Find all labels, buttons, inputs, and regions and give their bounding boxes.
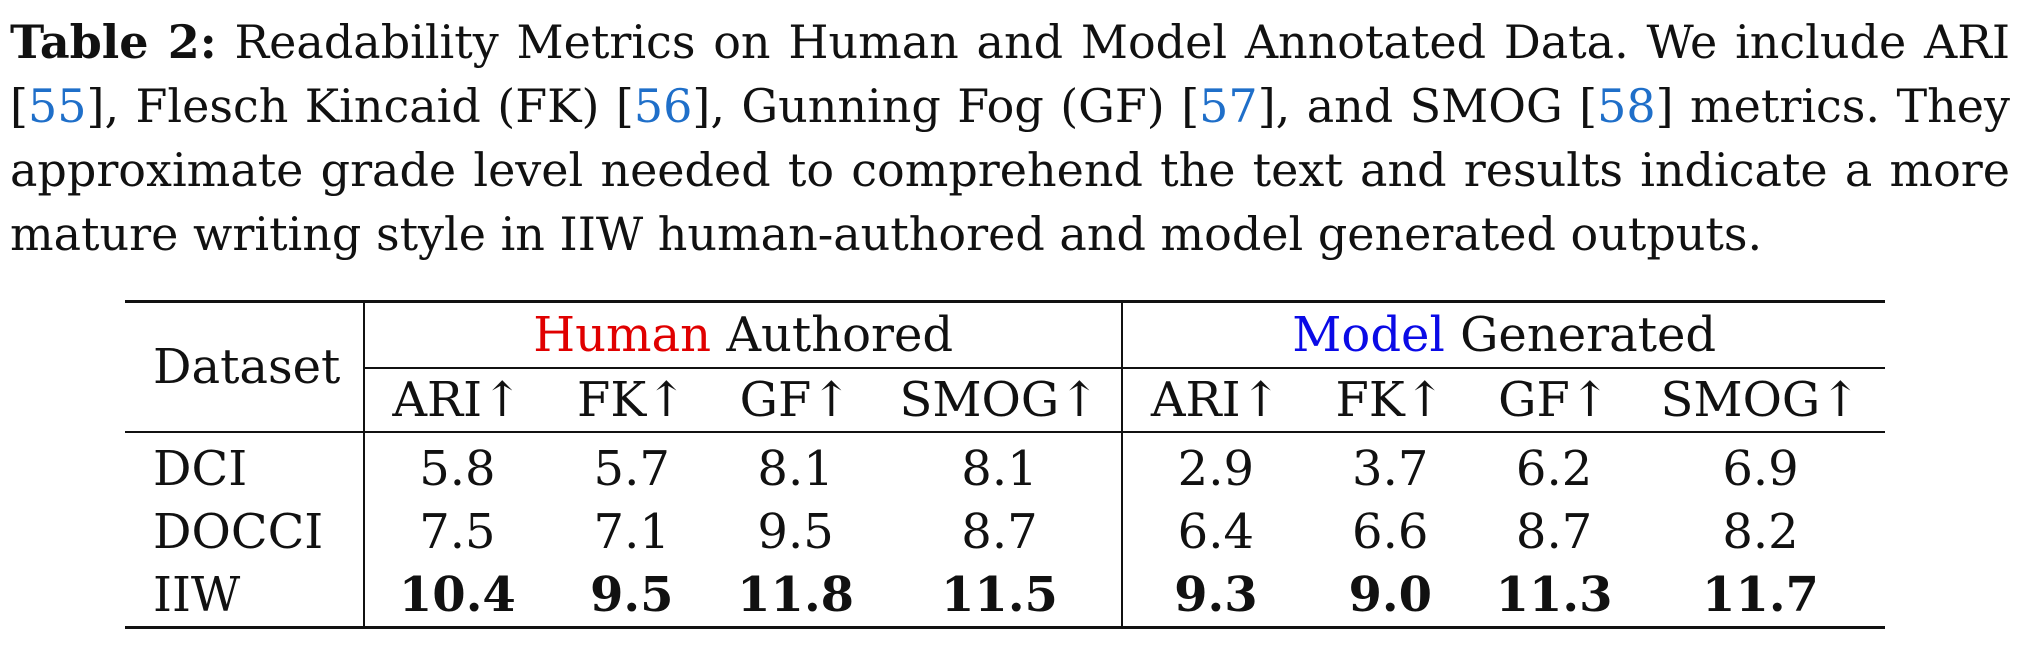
human-authored-header: Human Authored	[363, 301, 1124, 368]
table-cell: 6.9	[1722, 440, 1799, 497]
table-cell: 9.5	[757, 503, 834, 560]
metric-header: FK↑	[549, 367, 714, 433]
table-cell: 7.5	[419, 503, 496, 560]
caption-label: Table 2:	[10, 15, 217, 69]
table-cell: 5.8	[419, 440, 496, 497]
table-row: DCI 5.8 5.7 8.1 8.1 2.9 3.7 6.2 6.9	[125, 432, 1885, 500]
human-header-rest: Authored	[711, 307, 954, 363]
metric-header: GF↑	[713, 367, 878, 433]
citation-link[interactable]: 56	[633, 79, 693, 133]
human-highlight: Human	[533, 307, 712, 363]
table-cell: 11.5	[877, 563, 1124, 628]
table-cell: 9.0	[1348, 566, 1432, 623]
metric-header: SMOG↑	[1636, 367, 1885, 433]
table-cell: 11.7	[1702, 566, 1819, 623]
model-header-rest: Generated	[1444, 307, 1717, 363]
caption-text: ] metrics. They approximate grade level …	[10, 79, 2010, 261]
readability-table-container: Dataset Human Authored Model Generated A…	[125, 300, 1885, 629]
table-cell: 2.9	[1177, 440, 1255, 497]
table-cell: 11.3	[1495, 566, 1613, 623]
table-cell: 6.4	[1177, 503, 1255, 560]
citation-link[interactable]: 57	[1199, 79, 1258, 133]
table-cell: 7.1	[593, 503, 670, 560]
metric-header: SMOG↑	[877, 367, 1124, 433]
table-cell: 8.7	[877, 500, 1124, 563]
table-row: IIW 10.4 9.5 11.8 11.5 9.3 9.0 11.3 11.7	[125, 563, 1885, 628]
group-header-row: Dataset Human Authored Model Generated	[125, 301, 1885, 433]
table-caption: Table 2: Readability Metrics on Human an…	[10, 10, 2010, 266]
dataset-header: Dataset	[125, 301, 365, 433]
row-dataset-name: IIW	[125, 563, 365, 628]
model-highlight: Model	[1292, 307, 1445, 363]
metric-header: ARI↑	[363, 367, 550, 433]
metric-header: FK↑	[1308, 367, 1473, 433]
table-cell: 8.1	[877, 432, 1124, 500]
model-generated-header: Model Generated	[1122, 302, 1885, 369]
citation-link[interactable]: 58	[1597, 79, 1656, 133]
table-cell: 9.3	[1174, 566, 1258, 623]
row-dataset-name: DCI	[125, 432, 365, 500]
caption-text: ], Flesch Kincaid (FK) [	[86, 79, 634, 133]
table-cell: 9.5	[589, 566, 674, 623]
caption-text: ], Gunning Fog (GF) [	[692, 79, 1200, 133]
table-cell: 6.2	[1515, 440, 1593, 497]
table-cell: 8.2	[1722, 503, 1799, 560]
row-dataset-name: DOCCI	[125, 500, 365, 563]
table-row: DOCCI 7.5 7.1 9.5 8.7 6.4 6.6 8.7 8.2	[125, 500, 1885, 563]
metric-header-row: ARI↑ FK↑ GF↑ SMOG↑ ARI↑ FK↑ GF↑ SMOG↑	[125, 367, 1885, 433]
metric-header: ARI↑	[1122, 367, 1309, 433]
table-cell: 11.8	[737, 566, 855, 623]
table-cell: 8.1	[757, 440, 834, 497]
table-cell: 3.7	[1352, 440, 1429, 497]
metric-header: GF↑	[1472, 367, 1637, 433]
table-cell: 8.7	[1515, 503, 1593, 560]
table-cell: 6.6	[1352, 503, 1429, 560]
table-cell: 5.7	[593, 440, 670, 497]
table-cell: 10.4	[398, 566, 516, 623]
caption-text: Readability Metrics on Human and Model A…	[10, 15, 2010, 133]
readability-table: Dataset Human Authored Model Generated A…	[125, 300, 1885, 629]
caption-text: ], and SMOG [	[1257, 79, 1598, 133]
citation-link[interactable]: 55	[27, 79, 87, 133]
